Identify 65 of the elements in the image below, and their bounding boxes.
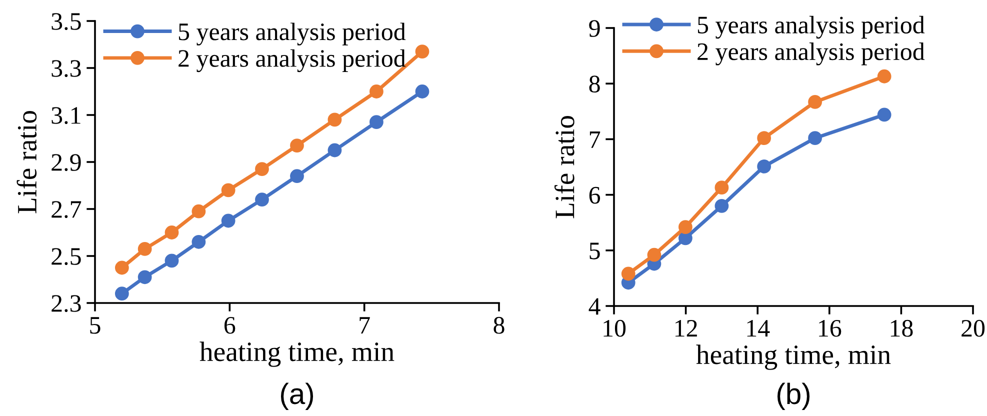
point xyxy=(192,234,206,249)
x-tick-label: 6 xyxy=(224,316,236,334)
y-tick-label: 2.3 xyxy=(52,295,81,312)
legend-label: 2 years analysis period xyxy=(698,42,925,66)
y-tick-label: 5 xyxy=(590,242,600,260)
point xyxy=(328,143,342,158)
text: (a) xyxy=(280,382,314,410)
y-axis-title: Life ratio xyxy=(16,111,37,214)
y-tick-label: 8 xyxy=(589,76,600,93)
point xyxy=(647,248,662,262)
y-tick-label: 2.7 xyxy=(52,201,82,218)
point xyxy=(114,260,129,275)
point xyxy=(370,115,384,129)
legend-label: 5 years analysis period xyxy=(178,22,406,46)
point xyxy=(290,169,304,184)
y-tick-label: 3.3 xyxy=(52,60,81,78)
point xyxy=(757,131,772,146)
x-tick-label: 10 xyxy=(604,320,626,337)
point xyxy=(255,192,269,207)
x-tick-label: 7 xyxy=(360,317,370,334)
point xyxy=(290,138,304,152)
point xyxy=(415,84,430,98)
x-tick-label: 5 xyxy=(90,317,100,334)
point xyxy=(877,108,892,122)
point xyxy=(808,95,822,109)
y-tick-label: 9 xyxy=(589,20,600,37)
point xyxy=(221,183,236,198)
point xyxy=(138,270,152,284)
legend-label: 5 years analysis period xyxy=(698,16,925,39)
y-tick-label: 2.9 xyxy=(52,154,81,172)
point xyxy=(164,226,179,240)
point xyxy=(255,162,269,176)
y-tick-label: 7 xyxy=(590,132,600,148)
y-tick-label: 4 xyxy=(588,298,600,315)
point xyxy=(621,266,636,281)
y-tick-label: 3.5 xyxy=(52,13,81,30)
point xyxy=(415,44,430,58)
point xyxy=(757,160,772,174)
point xyxy=(678,231,692,246)
text: (b) xyxy=(777,382,810,410)
y-tick-label: 3.1 xyxy=(52,107,80,124)
point xyxy=(370,84,384,98)
point xyxy=(114,286,129,301)
point xyxy=(877,69,892,84)
point xyxy=(221,214,236,228)
y-axis-title: Life ratio xyxy=(554,116,574,218)
legend-label: 2 years analysis period xyxy=(178,49,406,72)
point xyxy=(678,220,692,234)
point xyxy=(808,131,822,146)
point xyxy=(714,180,729,195)
point xyxy=(164,254,179,268)
x-axis-title: heating time, min xyxy=(696,344,891,370)
x-tick-label: 12 xyxy=(676,320,697,337)
x-tick-label: 14 xyxy=(747,320,770,337)
point xyxy=(328,112,342,127)
x-tick-label: 16 xyxy=(819,320,842,337)
point xyxy=(138,242,152,256)
x-tick-label: 20 xyxy=(962,320,985,337)
x-axis-title: heating time, min xyxy=(200,342,394,367)
y-tick-label: 6 xyxy=(589,186,600,204)
x-tick-label: 8 xyxy=(494,316,504,334)
point xyxy=(714,198,729,213)
point xyxy=(192,204,206,218)
y-tick-label: 2.5 xyxy=(52,248,81,266)
x-tick-label: 18 xyxy=(890,320,913,337)
